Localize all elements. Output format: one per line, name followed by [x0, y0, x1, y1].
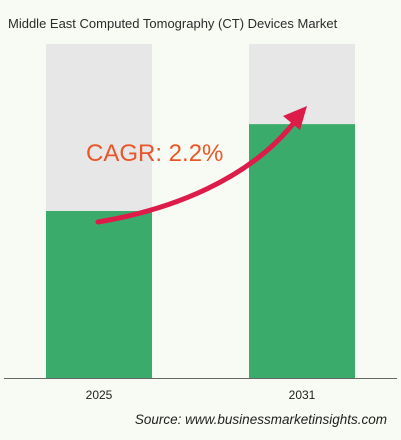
- bars: [46, 124, 355, 378]
- cagr-arrow: [95, 117, 299, 225]
- cagr-arrow-head: [283, 106, 307, 130]
- x-tick-label-2031: 2031: [289, 388, 316, 402]
- x-tick-label-2025: 2025: [86, 388, 113, 402]
- source-note: Source: www.businessmarketinsights.com: [134, 412, 387, 427]
- bar-2025: [46, 211, 152, 378]
- x-tick-labels: 2025 2031: [86, 388, 316, 402]
- bar-2031: [249, 124, 355, 378]
- chart-title: Middle East Computed Tomography (CT) Dev…: [8, 16, 338, 31]
- cagr-label: CAGR: 2.2%: [86, 140, 223, 167]
